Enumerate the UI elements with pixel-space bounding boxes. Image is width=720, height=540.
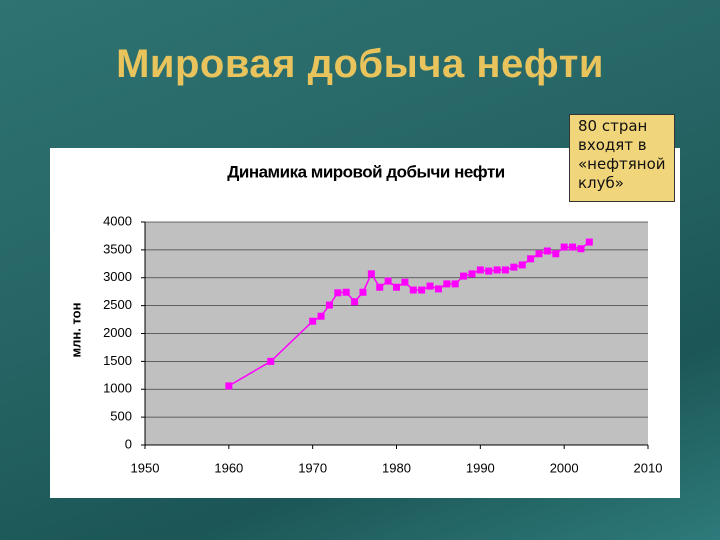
data-point <box>359 288 367 296</box>
data-point <box>485 267 493 275</box>
data-point <box>535 250 543 258</box>
data-point <box>376 283 384 291</box>
note-line: «нефтяной <box>578 155 666 173</box>
x-tick-label: 1990 <box>466 460 495 475</box>
x-tick-label: 1950 <box>131 460 160 475</box>
data-point <box>426 282 434 290</box>
data-point <box>552 250 560 258</box>
y-tick-label: 500 <box>110 409 132 424</box>
y-tick-label: 4000 <box>103 213 132 228</box>
slide-title: Мировая добыча нефти <box>116 42 604 86</box>
x-tick-label: 2000 <box>550 460 579 475</box>
data-point <box>225 382 233 390</box>
data-point <box>460 272 468 280</box>
x-tick-label: 1960 <box>214 460 243 475</box>
data-point <box>527 255 535 263</box>
data-point <box>476 266 484 274</box>
data-point <box>325 301 333 309</box>
data-point <box>317 312 325 320</box>
data-point <box>351 298 359 306</box>
note-line: клуб» <box>578 174 624 192</box>
data-point <box>418 286 426 294</box>
data-point <box>384 277 392 285</box>
data-point <box>518 261 526 269</box>
data-point <box>560 243 568 251</box>
y-tick-label: 0 <box>125 436 132 451</box>
note-line: входят в <box>578 136 647 154</box>
data-point <box>569 243 577 251</box>
data-point <box>510 263 518 271</box>
data-point <box>334 289 342 297</box>
note-line: 80 стран <box>578 117 648 135</box>
data-point <box>501 266 509 274</box>
data-point <box>342 288 350 296</box>
data-point <box>367 270 375 278</box>
data-point <box>493 266 501 274</box>
y-axis-label: млн. тон <box>68 303 83 358</box>
y-tick-label: 2000 <box>103 325 132 340</box>
note-box: 80 стран входят в «нефтяной клуб» <box>569 114 675 202</box>
data-point <box>577 245 585 253</box>
data-point <box>409 286 417 294</box>
data-point <box>443 280 451 288</box>
x-tick-label: 2010 <box>634 460 663 475</box>
chart-title: Динамика мировой добычи нефти <box>227 162 505 181</box>
data-point <box>468 270 476 278</box>
data-point <box>585 238 593 246</box>
y-tick-label: 3000 <box>103 269 132 284</box>
data-point <box>267 357 275 365</box>
data-point <box>434 285 442 293</box>
data-point <box>309 317 317 325</box>
data-point <box>393 283 400 291</box>
y-tick-label: 1500 <box>103 353 132 368</box>
y-tick-label: 1000 <box>103 381 132 396</box>
y-tick-label: 2500 <box>103 297 132 312</box>
x-tick-label: 1970 <box>298 460 327 475</box>
data-point <box>401 278 409 286</box>
data-point <box>543 247 551 255</box>
y-tick-label: 3500 <box>103 241 132 256</box>
x-tick-label: 1980 <box>382 460 411 475</box>
data-point <box>451 280 459 288</box>
